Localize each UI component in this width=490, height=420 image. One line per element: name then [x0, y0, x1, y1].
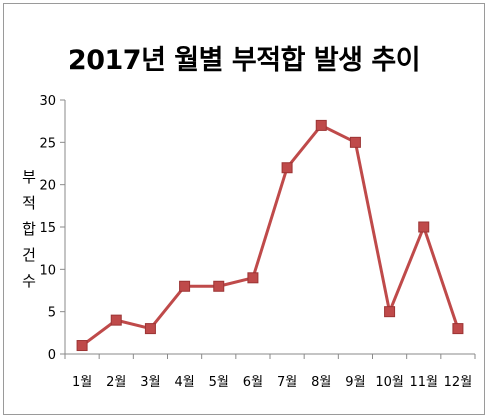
y-tick-label: 15: [39, 221, 56, 236]
y-axis-label-char: 건: [22, 246, 36, 264]
x-tick-label: 12월: [444, 375, 473, 390]
y-tick-label: 30: [39, 94, 56, 109]
x-tick-label: 6월: [243, 375, 263, 390]
y-tick-label: 10: [39, 263, 56, 278]
data-point: [76, 340, 88, 352]
y-axis-label-char: 적: [22, 194, 36, 212]
x-tick-label: 2월: [106, 375, 126, 390]
data-point: [315, 119, 327, 131]
data-point: [384, 306, 396, 318]
y-axis-label-char: 부: [22, 168, 36, 186]
x-tick-label: 8월: [311, 375, 331, 390]
x-tick-label: 4월: [174, 375, 194, 390]
data-point: [213, 280, 225, 292]
y-tick-label: 25: [39, 136, 56, 151]
data-point: [144, 323, 156, 335]
data-point: [179, 280, 191, 292]
x-tick-label: 3월: [140, 375, 160, 390]
x-tick-label: 10월: [375, 375, 404, 390]
y-axis-label-char: 합: [22, 220, 36, 238]
data-point: [349, 136, 361, 148]
x-tick-label: 9월: [345, 375, 365, 390]
x-tick-label: 7월: [277, 375, 297, 390]
chart-title: 2017년 월별 부적합 발생 추이: [67, 45, 421, 76]
x-tick-label: 1월: [72, 375, 92, 390]
y-tick-label: 5: [48, 306, 56, 321]
y-tick-label: 0: [48, 348, 56, 363]
y-axis-label-char: 수: [22, 272, 36, 290]
data-point: [418, 221, 430, 233]
y-tick-label: 20: [39, 179, 56, 194]
series-line: [81, 123, 460, 347]
data-point: [110, 314, 122, 326]
x-tick-label: 5월: [209, 375, 229, 390]
data-point: [281, 162, 293, 174]
data-point: [247, 272, 259, 284]
data-point: [452, 323, 464, 335]
x-tick-label: 11월: [409, 375, 438, 390]
